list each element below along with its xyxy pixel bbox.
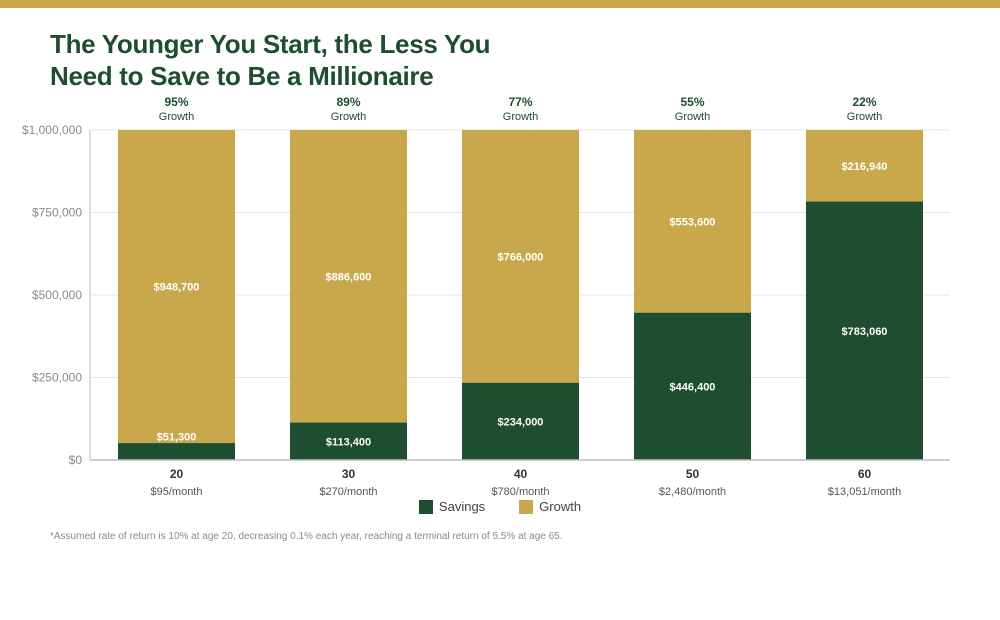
bar-label-savings: $446,400 (670, 381, 716, 393)
bar-savings (462, 382, 579, 460)
x-tick-sublabel: $270/month (319, 486, 377, 498)
growth-percent-label: 77% (508, 95, 532, 109)
bar-label-growth: $216,940 (842, 161, 888, 173)
x-tick-label: 50 (686, 467, 700, 481)
bar-growth (118, 130, 235, 444)
y-tick-label: $750,000 (32, 206, 82, 220)
bar-label-growth: $948,700 (154, 282, 200, 294)
legend-swatch-savings (418, 499, 433, 514)
bar-savings (290, 422, 407, 460)
bar-label-savings: $113,400 (326, 436, 371, 448)
y-tick-label: $500,000 (32, 288, 82, 302)
chart-legend: Savings Growth (0, 499, 1000, 514)
bar-label-growth: $886,600 (326, 271, 372, 283)
bar-label-growth: $766,000 (498, 251, 544, 263)
growth-percent-label: 22% (852, 95, 876, 109)
legend-item-growth: Growth (519, 499, 581, 514)
x-tick-label: 20 (170, 467, 184, 481)
growth-percent-caption: Growth (159, 111, 194, 123)
legend-label-growth: Growth (539, 499, 582, 514)
x-tick-sublabel: $95/month (151, 486, 203, 498)
legend-swatch-growth (519, 499, 534, 514)
chart-title-line-2: Need to Save to Be a Millionaire (50, 61, 434, 91)
growth-percent-label: 55% (680, 95, 704, 109)
bar-label-growth: $553,600 (670, 216, 716, 228)
chart-title-line-1: The Younger You Start, the Less You (50, 29, 491, 59)
bar-savings (118, 443, 235, 460)
y-tick-label: $250,000 (32, 371, 82, 385)
footnote: *Assumed rate of return is 10% at age 20… (50, 531, 563, 542)
y-tick-label: $0 (69, 453, 83, 467)
x-tick-sublabel: $13,051/month (828, 486, 901, 498)
legend-label-savings: Savings (438, 499, 486, 514)
x-tick-label: 60 (858, 467, 872, 481)
top-accent-bar (0, 0, 1000, 8)
y-tick-label: $1,000,000 (22, 123, 82, 137)
growth-percent-label: 95% (164, 95, 188, 109)
growth-percent-label: 89% (336, 95, 360, 109)
x-tick-label: 30 (342, 467, 356, 481)
bar-growth (462, 130, 579, 383)
x-tick-label: 40 (514, 467, 528, 481)
x-tick-sublabel: $780/month (491, 486, 549, 498)
growth-percent-caption: Growth (503, 111, 538, 123)
bar-label-savings: $783,060 (842, 326, 888, 338)
growth-percent-caption: Growth (675, 111, 710, 123)
chart-title: The Younger You Start, the Less You Need… (50, 28, 491, 92)
growth-percent-caption: Growth (847, 111, 882, 123)
legend-item-savings: Savings (418, 499, 486, 514)
bar-savings (634, 312, 751, 460)
growth-percent-caption: Growth (331, 111, 366, 123)
bar-growth (290, 130, 407, 423)
bar-growth (634, 130, 751, 313)
x-tick-sublabel: $2,480/month (659, 486, 726, 498)
bar-label-savings: $51,300 (157, 432, 197, 444)
bar-growth (806, 130, 923, 202)
bar-savings (806, 201, 923, 460)
bar-label-savings: $234,000 (498, 416, 544, 428)
